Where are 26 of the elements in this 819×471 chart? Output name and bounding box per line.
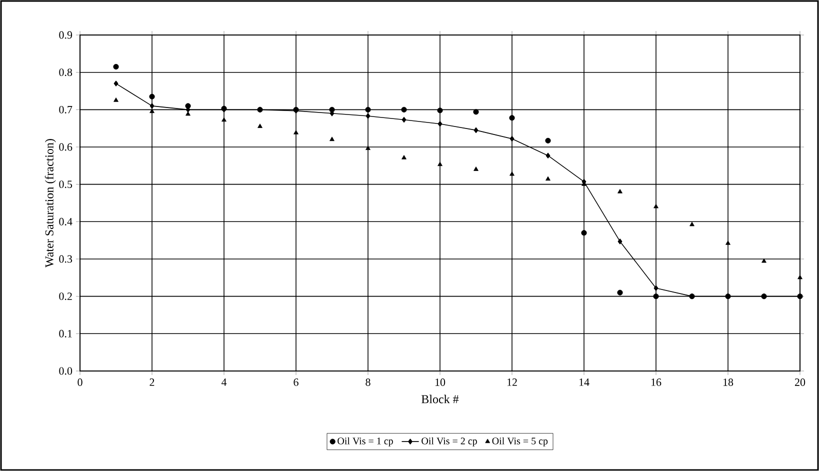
x-tick-label: 16 <box>651 378 662 386</box>
y-tick-label: 0.4 <box>59 218 72 226</box>
x-tick-label: 6 <box>294 378 298 386</box>
x-tick-label: 0 <box>78 378 82 386</box>
y-tick-label: 0.0 <box>59 367 72 375</box>
legend-label: Oil Vis = 1 cp <box>338 437 393 446</box>
y-tick-label: 0.2 <box>59 292 72 300</box>
y-tick-label: 0.8 <box>59 68 72 76</box>
x-tick-label: 12 <box>507 378 517 386</box>
legend-label: Oil Vis = 2 cp <box>422 437 477 446</box>
x-tick-label: 2 <box>150 378 154 386</box>
x-tick-label: 14 <box>579 378 590 386</box>
x-axis-title: Block # <box>422 394 459 404</box>
y-tick-label: 0.1 <box>59 330 72 338</box>
y-tick-label: 0.5 <box>59 180 72 188</box>
x-tick-label: 4 <box>221 378 227 386</box>
y-tick-label: 0.3 <box>59 255 72 263</box>
x-tick-label: 8 <box>366 378 370 386</box>
y-tick-label: 0.6 <box>59 143 72 151</box>
x-tick-label: 10 <box>435 378 446 386</box>
legend-label: Oil Vis = 5 cp <box>492 437 548 446</box>
x-tick-label: 20 <box>794 378 806 386</box>
x-tick-label: 18 <box>723 378 734 386</box>
y-axis-title: Water Saturation (fraction) <box>44 139 56 268</box>
y-tick-label: 0.9 <box>59 31 72 39</box>
y-tick-label: 0.7 <box>59 106 72 114</box>
